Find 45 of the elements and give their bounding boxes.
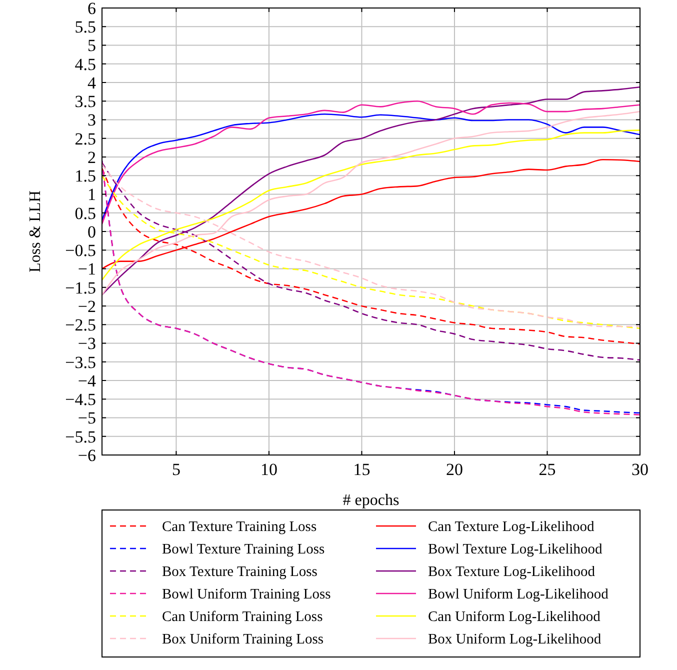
legend-label: Box Texture Training Loss (162, 564, 318, 580)
y-tick-label: 1.5 (74, 166, 96, 186)
legend-label: Box Texture Log-Likelihood (428, 564, 596, 580)
y-tick-label: −2.5 (65, 316, 96, 335)
x-tick-label: 10 (260, 460, 278, 479)
y-tick-label: 4.5 (74, 54, 96, 74)
legend-label: Bowl Texture Log-Likelihood (428, 542, 604, 558)
y-tick-label: 1 (88, 185, 96, 204)
legend-label: Bowl Uniform Log-Likelihood (428, 586, 610, 603)
y-tick-label: −1.5 (65, 278, 96, 298)
y-tick-label: −3.5 (65, 352, 96, 372)
x-tick-label: 5 (172, 460, 180, 479)
y-tick-label: 3.5 (74, 92, 96, 112)
y-tick-label: −2 (78, 296, 96, 316)
x-tick-label: 25 (538, 460, 556, 479)
legend-label: Can Texture Training Loss (162, 519, 317, 536)
x-tick-label: 15 (353, 460, 370, 479)
y-tick-label: −0.5 (65, 241, 96, 260)
legend-label: Can Texture Log-Likelihood (428, 519, 595, 536)
legend-label: Can Uniform Log-Likelihood (428, 609, 602, 626)
y-tick-label: −3 (78, 334, 96, 354)
y-tick-label: −5.5 (65, 427, 96, 446)
y-tick-label: 5 (88, 36, 96, 56)
y-tick-label: 4 (88, 73, 96, 92)
y-tick-label: −6 (78, 446, 96, 465)
legend-label: Can Uniform Training Loss (162, 609, 324, 626)
y-tick-label: −4 (78, 371, 96, 390)
y-axis-title: Loss & LLH (27, 190, 44, 272)
y-tick-label: −4.5 (65, 390, 96, 410)
y-tick-label: 0.5 (74, 204, 96, 223)
y-tick-label: 6 (88, 0, 96, 18)
x-axis-title: # epochs (342, 492, 400, 509)
x-tick-label: 20 (446, 460, 463, 479)
legend-label: Box Uniform Log-Likelihood (428, 632, 602, 648)
legend-label: Box Uniform Training Loss (162, 632, 324, 648)
y-tick-label: 2.5 (74, 129, 96, 148)
legend-label: Bowl Uniform Training Loss (162, 586, 332, 603)
y-tick-label: 2 (88, 148, 96, 167)
y-tick-label: 0 (88, 222, 96, 242)
y-tick-label: −5 (78, 408, 96, 428)
y-tick-label: −1 (78, 260, 96, 279)
x-tick-label: 30 (632, 460, 648, 479)
legend-label: Bowl Texture Training Loss (162, 542, 326, 558)
y-tick-label: 3 (88, 110, 96, 130)
y-tick-label: 5.5 (74, 18, 96, 37)
